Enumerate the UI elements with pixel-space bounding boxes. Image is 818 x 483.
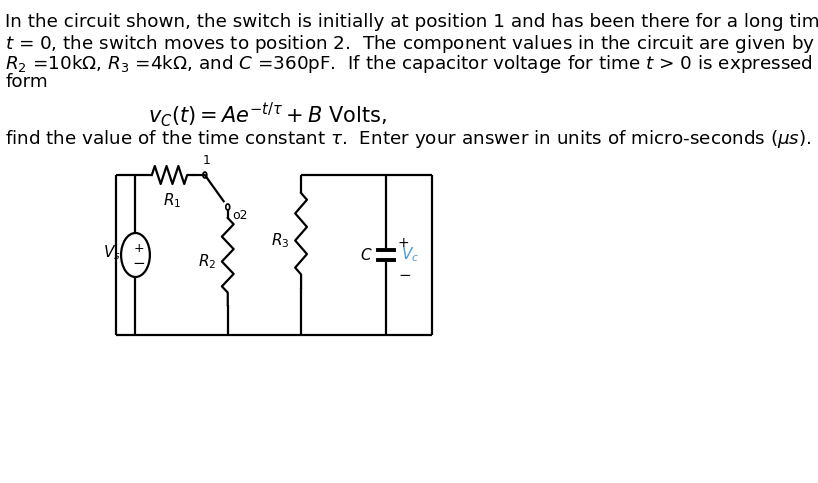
Text: form: form (5, 73, 48, 91)
Text: $t$ = 0, the switch moves to position 2.  The component values in the circuit ar: $t$ = 0, the switch moves to position 2.… (5, 33, 818, 55)
Text: $R_2$: $R_2$ (198, 252, 216, 271)
Text: $R_2$ =10kΩ, $R_3$ =4kΩ, and $C$ =360pF.  If the capacitor voltage for time $t$ : $R_2$ =10kΩ, $R_3$ =4kΩ, and $C$ =360pF.… (5, 53, 818, 75)
Text: 1: 1 (203, 154, 211, 167)
Text: $v_C(t) = Ae^{-t/\tau} + B\ \mathrm{Volts,}$: $v_C(t) = Ae^{-t/\tau} + B\ \mathrm{Volt… (148, 100, 387, 129)
Text: $V_s$: $V_s$ (103, 243, 121, 262)
Text: find the value of the time constant $\tau$.  Enter your answer in units of micro: find the value of the time constant $\ta… (5, 128, 811, 150)
Text: −: − (133, 256, 145, 270)
Text: −: − (398, 268, 411, 283)
Text: o2: o2 (232, 209, 248, 222)
Text: $R_1$: $R_1$ (164, 191, 182, 210)
Text: In the circuit shown, the switch is initially at position 1 and has been there f: In the circuit shown, the switch is init… (5, 13, 818, 31)
Text: $C$: $C$ (361, 247, 373, 263)
Text: +: + (133, 242, 144, 255)
Text: +: + (398, 236, 410, 250)
Text: $V_c$: $V_c$ (401, 246, 419, 264)
Text: $R_3$: $R_3$ (271, 231, 290, 250)
